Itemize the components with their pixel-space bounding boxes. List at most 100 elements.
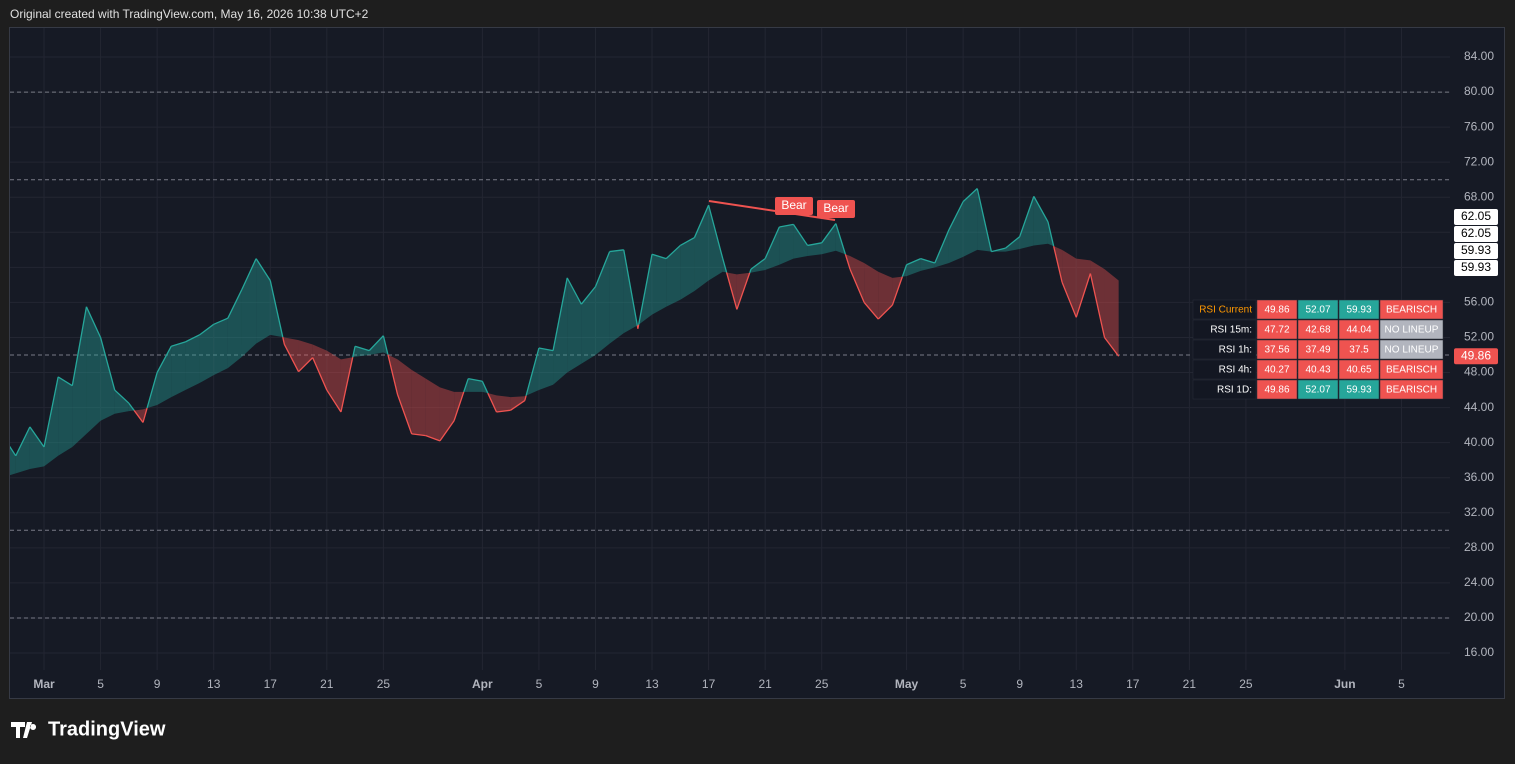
fill-band (1076, 258, 1091, 318)
divergence-line (708, 200, 836, 221)
plot (10, 188, 1120, 476)
fill-band (100, 337, 115, 421)
y-tick-label: 48.00 (1464, 365, 1494, 379)
fill-band (425, 378, 440, 441)
fill-band (1019, 196, 1034, 249)
rsi-segment (693, 204, 710, 238)
rsi-segment (142, 407, 148, 423)
table-cell (1379, 379, 1444, 400)
annotation-box (775, 197, 813, 215)
rsi-segment (199, 323, 215, 336)
table-cell (1379, 339, 1444, 360)
fill-band (114, 390, 129, 414)
rsi-segment (821, 223, 837, 244)
rsi-segment (1019, 196, 1035, 237)
rsi-segment (722, 258, 728, 273)
fill-band (680, 237, 695, 300)
table-cell (1338, 339, 1380, 360)
table-text: 40.43 (1305, 365, 1330, 376)
fill-band (708, 205, 723, 281)
fill-band (652, 254, 667, 315)
annotation-label: Bear (823, 201, 848, 215)
fill-band (793, 224, 808, 259)
rsi-segment (439, 420, 455, 442)
rsi-segment (453, 391, 465, 421)
table-cell (1256, 339, 1298, 360)
table-cell (1379, 359, 1444, 380)
rsi-segment (255, 258, 271, 281)
table-cell (1338, 379, 1380, 400)
fill-band (1033, 196, 1048, 246)
fill-band (963, 188, 978, 257)
annotation-box (817, 200, 855, 218)
x-tick-label: 21 (758, 677, 772, 691)
rsi-segment (891, 276, 903, 306)
fill-band (948, 201, 964, 263)
fill-band (439, 387, 455, 441)
y-tick-label: 56.00 (1464, 295, 1494, 309)
fill-band (256, 258, 271, 344)
table-cell (1297, 379, 1339, 400)
x-tick-label: 21 (320, 677, 334, 691)
table-cell (1256, 379, 1298, 400)
table-cell (1192, 339, 1257, 360)
fill-band (355, 346, 370, 357)
rsi-segment (171, 341, 186, 347)
rsi-segment (29, 426, 45, 448)
overlay: Bear Bear 62.05 62.05 59.93 59.93 49.86 RSI Cur… (708, 197, 1498, 400)
table-text: 47.72 (1264, 325, 1289, 336)
rsi-segment (282, 337, 286, 345)
fill-band (58, 376, 73, 456)
rsi-segment (411, 433, 426, 437)
y-tick-label: 32.00 (1464, 505, 1494, 519)
x-tick-label: 5 (536, 677, 543, 691)
fill-band (821, 223, 836, 255)
table-cell (1297, 299, 1339, 320)
rsi-segment (609, 249, 624, 253)
table-cell (1192, 359, 1257, 380)
price-label: 62.05 (1461, 226, 1491, 240)
rsi-segment (877, 304, 893, 320)
table-cell (1379, 319, 1444, 340)
rsi-segment (298, 357, 314, 373)
rsi-segment (487, 392, 498, 413)
table-cell (1256, 299, 1298, 320)
rsi-segment (1104, 337, 1120, 357)
rsi-segment (948, 201, 964, 230)
table-text: NO LINEUP (1385, 325, 1439, 336)
fill-band (468, 378, 483, 392)
rsi-segment (764, 226, 780, 259)
fill-band (878, 271, 893, 320)
rsi-segment (387, 354, 399, 395)
table-text: 37.56 (1264, 345, 1289, 356)
x-tick-label: 13 (645, 677, 659, 691)
rsi-segment (934, 229, 950, 264)
fill-band (850, 255, 865, 303)
rsi-segment (354, 345, 370, 352)
table-cell (1192, 319, 1257, 340)
rsi-segment (580, 286, 596, 305)
rsi-segment (114, 389, 130, 404)
fill-band (567, 277, 582, 373)
fill-band (185, 334, 200, 391)
table-text: 37.49 (1305, 345, 1330, 356)
y-tick-label: 20.00 (1464, 610, 1494, 624)
rsi-segment (807, 242, 822, 247)
logo: TradingView (11, 718, 166, 740)
fill-band (906, 258, 921, 277)
logo-icon (11, 722, 37, 738)
fill-band (510, 396, 525, 411)
fill-band (369, 335, 384, 356)
y-tick-label: 72.00 (1464, 154, 1494, 168)
fill-band (864, 262, 879, 320)
rsi-segment (566, 277, 582, 305)
x-tick-label: Jun (1334, 677, 1355, 691)
rsi-segment (844, 254, 851, 270)
rsi-segment (707, 204, 724, 259)
rsi-segment (312, 357, 328, 391)
fill-band (86, 306, 101, 434)
table-cell (1297, 339, 1339, 360)
rsi-segment (133, 410, 144, 423)
fill-band (779, 224, 794, 265)
